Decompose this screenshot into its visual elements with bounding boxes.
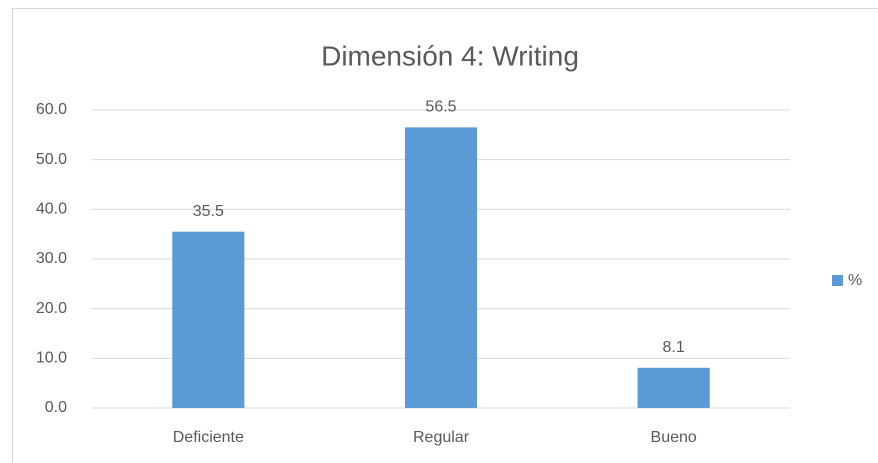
chart-title: Dimensión 4: Writing xyxy=(321,40,579,71)
bar xyxy=(172,231,245,408)
y-tick-label: 40.0 xyxy=(36,201,67,218)
data-label: 56.5 xyxy=(425,99,456,116)
x-tick-label: Bueno xyxy=(651,429,697,446)
y-tick-label: 60.0 xyxy=(36,101,67,118)
legend-label: % xyxy=(848,272,862,289)
y-tick-label: 10.0 xyxy=(36,350,67,367)
y-tick-label: 0.0 xyxy=(45,399,67,416)
y-tick-label: 50.0 xyxy=(36,151,67,168)
legend-swatch xyxy=(832,275,843,286)
data-label: 35.5 xyxy=(193,203,224,220)
bar xyxy=(637,367,710,408)
x-tick-label: Deficiente xyxy=(173,429,244,446)
y-tick-label: 20.0 xyxy=(36,300,67,317)
bar xyxy=(404,127,478,408)
data-label: 8.1 xyxy=(663,339,685,356)
x-tick-label: Regular xyxy=(413,429,470,446)
y-tick-label: 30.0 xyxy=(36,250,67,267)
